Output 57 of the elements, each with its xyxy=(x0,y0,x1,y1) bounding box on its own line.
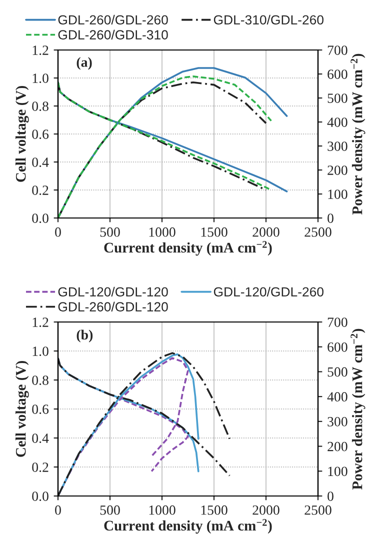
x-tick-label: 500 xyxy=(100,505,120,515)
y-tick-label: 0.0 xyxy=(32,214,48,224)
y2-tick-label: 600 xyxy=(328,342,348,352)
legend-label: GDL-120/GDL-260 xyxy=(214,286,324,297)
y2-tick-label: 200 xyxy=(328,442,348,452)
y-tick-label: 0.0 xyxy=(32,492,48,502)
x-tick-label: 0 xyxy=(55,227,61,237)
y2-tick-label: 500 xyxy=(328,367,348,377)
x-tick-label: 2500 xyxy=(304,505,332,515)
x-tick-label: 1500 xyxy=(201,227,228,237)
y-axis-title: Cell voltage (V) xyxy=(15,86,29,182)
y-tick-label: 0.8 xyxy=(32,102,48,112)
x-tick-label: 2500 xyxy=(304,227,332,237)
y-tick-label: 1.2 xyxy=(32,318,48,328)
y2-tick-label: 0 xyxy=(328,492,334,501)
y-tick-label: 0.2 xyxy=(32,462,48,472)
y-tick-label: 1.0 xyxy=(32,346,48,356)
x-axis-title: Current density (mA cm$^{−2}$) xyxy=(104,241,272,256)
y2-tick-label: 400 xyxy=(327,392,348,402)
x-tick-label: 2000 xyxy=(252,505,280,515)
y2-tick-label: 100 xyxy=(328,466,348,476)
y-tick-label: 0.6 xyxy=(32,404,49,414)
y2-tick-label: 200 xyxy=(328,166,348,175)
line-series xyxy=(58,352,231,496)
y2-tick-label: 100 xyxy=(328,190,348,199)
y-tick-label: 0.6 xyxy=(32,130,49,140)
y2-axis-title: Power density (mW cm$^{−2}$) xyxy=(350,54,366,215)
x-tick-label: 1000 xyxy=(149,505,176,515)
x-tick-label: 2000 xyxy=(252,227,280,237)
legend-label: GDL-310/GDL-260 xyxy=(214,14,324,25)
y-axis-title: Cell voltage (V) xyxy=(15,361,29,457)
y-tick-label: 0.4 xyxy=(32,158,49,168)
y2-tick-label: 400 xyxy=(327,118,348,127)
legend-label: GDL-260/GDL-310 xyxy=(58,30,168,40)
x-tick-label: 1000 xyxy=(149,227,176,237)
annotation: (a) xyxy=(76,57,92,70)
y2-tick-label: 300 xyxy=(328,142,348,151)
x-axis-title: Current density (mA cm$^{−2}$) xyxy=(104,519,272,534)
y2-tick-label: 700 xyxy=(328,46,348,55)
y-tick-label: 1.2 xyxy=(32,46,48,56)
y-tick-label: 0.8 xyxy=(32,376,48,386)
legend-label: GDL-260/GDL-120 xyxy=(58,302,168,312)
y2-tick-label: 0 xyxy=(328,214,334,223)
y2-axis-title: Power density (mW cm$^{−2}$) xyxy=(350,328,366,490)
y2-tick-label: 500 xyxy=(328,94,348,103)
y2-tick-label: 300 xyxy=(328,417,348,426)
y2-tick-label: 600 xyxy=(328,70,348,79)
annotation: (b) xyxy=(76,330,93,342)
y-tick-label: 0.2 xyxy=(32,186,48,196)
x-tick-label: 1500 xyxy=(201,505,228,515)
y2-tick-label: 700 xyxy=(328,318,348,327)
legend-label: GDL-260/GDL-260 xyxy=(58,14,168,25)
y-tick-label: 0.4 xyxy=(32,434,49,444)
legend-label: GDL-120/GDL-120 xyxy=(58,286,168,297)
y-tick-label: 1.0 xyxy=(32,74,48,84)
x-tick-label: 0 xyxy=(55,505,61,515)
x-tick-label: 500 xyxy=(100,227,120,237)
